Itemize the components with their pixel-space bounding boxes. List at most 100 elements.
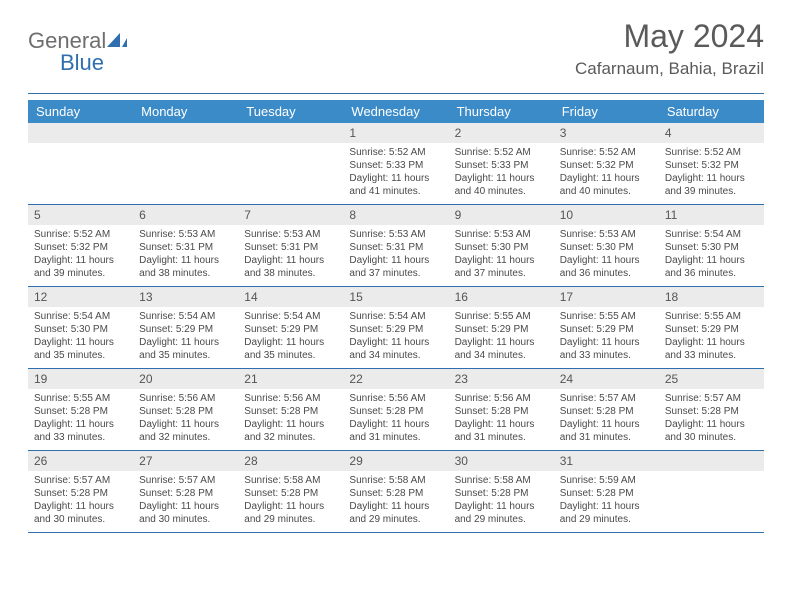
day-body: Sunrise: 5:53 AMSunset: 5:30 PMDaylight:…: [449, 225, 554, 286]
day-number: 6: [133, 205, 238, 225]
sunset-line: Sunset: 5:28 PM: [560, 487, 653, 500]
sunset-line: Sunset: 5:30 PM: [455, 241, 548, 254]
day-number: 4: [659, 123, 764, 143]
sunrise-line: Sunrise: 5:56 AM: [349, 392, 442, 405]
daylight-line-2: and 32 minutes.: [244, 431, 337, 444]
day-body: Sunrise: 5:57 AMSunset: 5:28 PMDaylight:…: [133, 471, 238, 532]
day-number: 10: [554, 205, 659, 225]
daylight-line-2: and 35 minutes.: [244, 349, 337, 362]
day-body: Sunrise: 5:56 AMSunset: 5:28 PMDaylight:…: [238, 389, 343, 450]
location-subtitle: Cafarnaum, Bahia, Brazil: [575, 59, 764, 79]
weekday-header: Thursday: [449, 100, 554, 123]
calendar-week-row: 5Sunrise: 5:52 AMSunset: 5:32 PMDaylight…: [28, 205, 764, 287]
daylight-line-2: and 40 minutes.: [455, 185, 548, 198]
sunrise-line: Sunrise: 5:53 AM: [139, 228, 232, 241]
daylight-line-1: Daylight: 11 hours: [455, 500, 548, 513]
sunrise-line: Sunrise: 5:54 AM: [34, 310, 127, 323]
day-body: Sunrise: 5:53 AMSunset: 5:30 PMDaylight:…: [554, 225, 659, 286]
sunset-line: Sunset: 5:29 PM: [244, 323, 337, 336]
calendar-day-cell: 31Sunrise: 5:59 AMSunset: 5:28 PMDayligh…: [554, 451, 659, 533]
daylight-line-1: Daylight: 11 hours: [455, 418, 548, 431]
empty-day-body: [28, 143, 133, 201]
day-body: Sunrise: 5:55 AMSunset: 5:29 PMDaylight:…: [449, 307, 554, 368]
daylight-line-2: and 32 minutes.: [139, 431, 232, 444]
sunrise-line: Sunrise: 5:54 AM: [244, 310, 337, 323]
sunset-line: Sunset: 5:32 PM: [560, 159, 653, 172]
daylight-line-1: Daylight: 11 hours: [349, 172, 442, 185]
daylight-line-1: Daylight: 11 hours: [139, 254, 232, 267]
sunset-line: Sunset: 5:29 PM: [139, 323, 232, 336]
calendar-day-cell: 3Sunrise: 5:52 AMSunset: 5:32 PMDaylight…: [554, 123, 659, 205]
day-number: 1: [343, 123, 448, 143]
sunset-line: Sunset: 5:28 PM: [665, 405, 758, 418]
daylight-line-1: Daylight: 11 hours: [560, 336, 653, 349]
daylight-line-1: Daylight: 11 hours: [455, 336, 548, 349]
day-body: Sunrise: 5:57 AMSunset: 5:28 PMDaylight:…: [28, 471, 133, 532]
calendar-day-cell: 16Sunrise: 5:55 AMSunset: 5:29 PMDayligh…: [449, 287, 554, 369]
sunset-line: Sunset: 5:31 PM: [244, 241, 337, 254]
day-body: Sunrise: 5:53 AMSunset: 5:31 PMDaylight:…: [238, 225, 343, 286]
daylight-line-2: and 36 minutes.: [665, 267, 758, 280]
daylight-line-1: Daylight: 11 hours: [139, 418, 232, 431]
daylight-line-2: and 38 minutes.: [139, 267, 232, 280]
daylight-line-2: and 35 minutes.: [139, 349, 232, 362]
calendar-day-cell: 21Sunrise: 5:56 AMSunset: 5:28 PMDayligh…: [238, 369, 343, 451]
day-number: 19: [28, 369, 133, 389]
daylight-line-1: Daylight: 11 hours: [560, 254, 653, 267]
sunrise-line: Sunrise: 5:54 AM: [665, 228, 758, 241]
empty-day-number: [133, 123, 238, 143]
daylight-line-2: and 33 minutes.: [34, 431, 127, 444]
sunrise-line: Sunrise: 5:56 AM: [139, 392, 232, 405]
day-body: Sunrise: 5:56 AMSunset: 5:28 PMDaylight:…: [343, 389, 448, 450]
weekday-header: Tuesday: [238, 100, 343, 123]
day-body: Sunrise: 5:52 AMSunset: 5:33 PMDaylight:…: [343, 143, 448, 204]
daylight-line-2: and 31 minutes.: [560, 431, 653, 444]
day-number: 16: [449, 287, 554, 307]
day-number: 15: [343, 287, 448, 307]
daylight-line-2: and 40 minutes.: [560, 185, 653, 198]
daylight-line-2: and 34 minutes.: [455, 349, 548, 362]
calendar-week-row: 26Sunrise: 5:57 AMSunset: 5:28 PMDayligh…: [28, 451, 764, 533]
calendar-day-cell: 1Sunrise: 5:52 AMSunset: 5:33 PMDaylight…: [343, 123, 448, 205]
weekday-header: Friday: [554, 100, 659, 123]
calendar-week-row: 1Sunrise: 5:52 AMSunset: 5:33 PMDaylight…: [28, 123, 764, 205]
sunrise-line: Sunrise: 5:52 AM: [349, 146, 442, 159]
header-rule: [28, 93, 764, 94]
empty-day-body: [133, 143, 238, 201]
calendar-day-cell: 24Sunrise: 5:57 AMSunset: 5:28 PMDayligh…: [554, 369, 659, 451]
calendar-day-cell: 13Sunrise: 5:54 AMSunset: 5:29 PMDayligh…: [133, 287, 238, 369]
sunset-line: Sunset: 5:29 PM: [665, 323, 758, 336]
sunrise-line: Sunrise: 5:57 AM: [560, 392, 653, 405]
title-block: May 2024 Cafarnaum, Bahia, Brazil: [575, 18, 764, 79]
sunrise-line: Sunrise: 5:58 AM: [455, 474, 548, 487]
sunset-line: Sunset: 5:28 PM: [244, 487, 337, 500]
daylight-line-1: Daylight: 11 hours: [349, 336, 442, 349]
day-number: 3: [554, 123, 659, 143]
sunrise-line: Sunrise: 5:52 AM: [455, 146, 548, 159]
daylight-line-2: and 29 minutes.: [244, 513, 337, 526]
daylight-line-2: and 41 minutes.: [349, 185, 442, 198]
day-number: 27: [133, 451, 238, 471]
day-body: Sunrise: 5:52 AMSunset: 5:32 PMDaylight:…: [659, 143, 764, 204]
empty-day-body: [238, 143, 343, 201]
daylight-line-2: and 38 minutes.: [244, 267, 337, 280]
day-number: 25: [659, 369, 764, 389]
sunset-line: Sunset: 5:28 PM: [560, 405, 653, 418]
empty-day-number: [659, 451, 764, 471]
sunrise-line: Sunrise: 5:56 AM: [244, 392, 337, 405]
day-body: Sunrise: 5:58 AMSunset: 5:28 PMDaylight:…: [449, 471, 554, 532]
sunset-line: Sunset: 5:29 PM: [349, 323, 442, 336]
calendar-day-cell: 11Sunrise: 5:54 AMSunset: 5:30 PMDayligh…: [659, 205, 764, 287]
sunrise-line: Sunrise: 5:58 AM: [244, 474, 337, 487]
daylight-line-2: and 31 minutes.: [455, 431, 548, 444]
daylight-line-1: Daylight: 11 hours: [665, 336, 758, 349]
day-number: 29: [343, 451, 448, 471]
sunrise-line: Sunrise: 5:55 AM: [665, 310, 758, 323]
daylight-line-1: Daylight: 11 hours: [244, 336, 337, 349]
day-number: 22: [343, 369, 448, 389]
sunrise-line: Sunrise: 5:52 AM: [560, 146, 653, 159]
daylight-line-1: Daylight: 11 hours: [349, 500, 442, 513]
daylight-line-1: Daylight: 11 hours: [455, 254, 548, 267]
day-number: 17: [554, 287, 659, 307]
weekday-header: Sunday: [28, 100, 133, 123]
